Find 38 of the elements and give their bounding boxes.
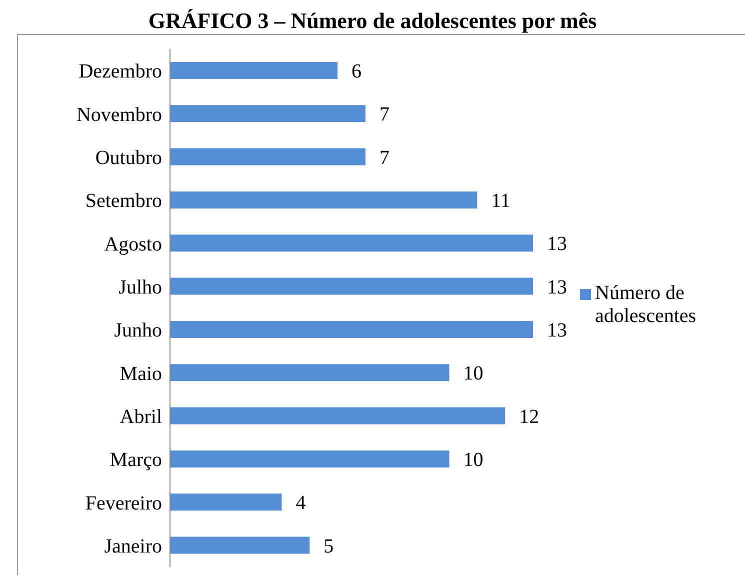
bar [170, 407, 506, 424]
data-label: 13 [547, 320, 567, 342]
y-tick-label: Novembro [76, 104, 162, 126]
bar [170, 278, 533, 295]
y-tick-label: Setembro [85, 190, 162, 212]
y-tick-label: Outubro [95, 147, 162, 170]
y-tick-label: Março [110, 449, 162, 472]
data-label: 13 [547, 233, 567, 256]
bar [170, 234, 533, 252]
bar [170, 62, 338, 79]
y-tick-label: Abril [120, 406, 162, 428]
data-label: 13 [547, 276, 567, 298]
y-tick-label: Fevereiro [85, 492, 162, 514]
y-tick-label: Julho [118, 276, 162, 299]
y-tick-label: Maio [120, 362, 162, 385]
y-tick-label: Junho [114, 320, 162, 342]
bar [170, 148, 366, 166]
bar [170, 191, 478, 208]
data-label: 7 [379, 104, 390, 126]
data-label: 4 [296, 492, 306, 514]
y-tick-label: Agosto [104, 233, 162, 256]
chart-title: GRÁFICO 3 – Número de adolescentes por mês [148, 8, 597, 33]
bar [170, 494, 282, 511]
data-label: 11 [491, 190, 510, 212]
data-label: 5 [324, 535, 334, 558]
data-label: 10 [463, 449, 484, 472]
bar [170, 536, 310, 554]
y-tick-label: Janeiro [104, 536, 162, 558]
bar [170, 105, 366, 122]
bar [170, 364, 450, 382]
legend-label: Número de adolescentes [595, 282, 696, 327]
data-label: 6 [352, 60, 362, 83]
bar [170, 450, 450, 468]
bar [170, 320, 533, 338]
data-label: 10 [463, 362, 484, 385]
data-label: 12 [519, 406, 540, 428]
data-label: 7 [379, 146, 390, 169]
y-tick-label: Dezembro [78, 60, 162, 83]
